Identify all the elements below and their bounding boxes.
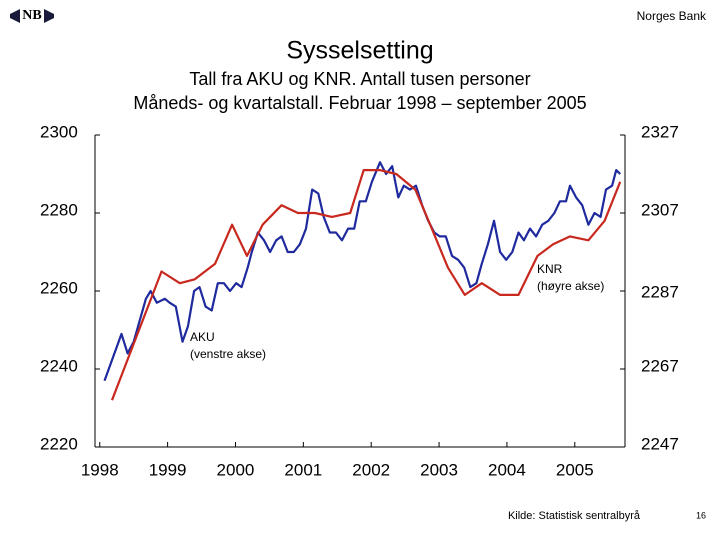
x-tick-label: 2003 [420,460,458,479]
y-tick-label: 2240 [40,356,78,375]
series-label: AKU [190,330,215,344]
y-tick-label: 2260 [40,278,78,297]
x-tick-label: 2004 [488,460,526,479]
series-note: (venstre akse) [190,347,266,361]
y2-tick-label: 2307 [641,200,679,219]
svg-text:NB: NB [22,8,41,23]
series-line [110,169,622,401]
x-tick-label: 1998 [81,460,119,479]
y-tick-label: 2220 [40,434,78,453]
series-line [103,161,621,382]
subtitle: Måneds- og kvartalstall. Februar 1998 – … [133,93,586,113]
y2-tick-label: 2267 [641,356,679,375]
x-tick-label: 1999 [149,460,187,479]
x-tick-label: 2002 [352,460,390,479]
y-tick-label: 2280 [40,200,78,219]
x-tick-label: 2000 [217,460,255,479]
y2-tick-label: 2247 [641,434,679,453]
logo: NB [10,8,54,23]
y-tick-label: 2300 [40,122,78,141]
source: Kilde: Statistisk sentralbyrå [508,510,641,522]
x-tick-label: 2005 [556,460,594,479]
brand: Norges Bank [637,9,707,23]
series-note: (høyre akse) [537,279,604,293]
x-tick-label: 2001 [284,460,322,479]
y2-tick-label: 2287 [641,282,679,301]
series-label: KNR [537,262,563,276]
page-number: 16 [696,510,706,520]
chart-title: Sysselsetting [286,37,433,65]
y2-tick-label: 2327 [641,122,679,141]
subtitle: Tall fra AKU og KNR. Antall tusen person… [189,69,530,89]
